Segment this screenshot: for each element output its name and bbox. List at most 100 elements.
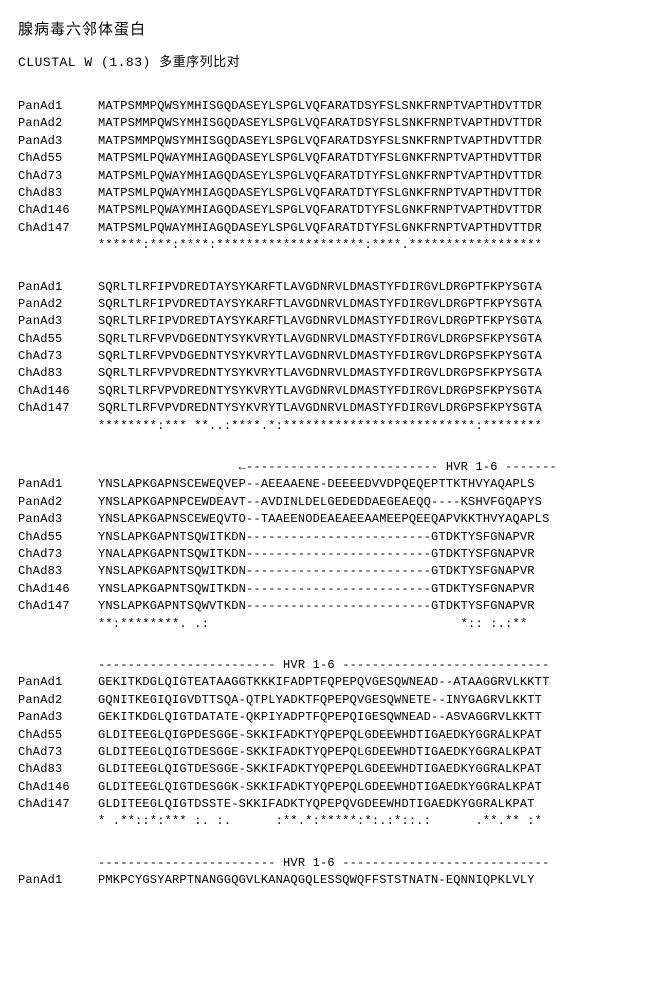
alignment-row: PanAd1SQRLTLRFIPVDREDTAYSYKARFTLAVGDNRVL…: [18, 279, 628, 296]
alignment-row: ChAd73GLDITEEGLQIGTDESGGE-SKKIFADKTYQPEP…: [18, 744, 628, 761]
seq-data: SQRLTLRFIPVDREDTAYSYKARFTLAVGDNRVLDMASTY…: [98, 297, 542, 311]
consensus-data: ********:*** **..:****.*:***************…: [98, 419, 542, 433]
seq-label: PanAd2: [18, 692, 98, 709]
subtitle-row: CLUSTAL W (1.83) 多重序列比对: [18, 51, 628, 70]
seq-label: ChAd146: [18, 383, 98, 400]
alignment-block-5: ------------------------ HVR 1-6 -------…: [18, 855, 628, 890]
seq-data: GLDITEEGLQIGTDESGGE-SKKIFADKTYQPEPQLGDEE…: [98, 745, 542, 759]
seq-label: ChAd147: [18, 598, 98, 615]
alignment-row: PanAd2SQRLTLRFIPVDREDTAYSYKARFTLAVGDNRVL…: [18, 296, 628, 313]
seq-data: YNSLAPKGAPNTSQWITKDN--------------------…: [98, 530, 535, 544]
seq-data: GLDITEEGLQIGPDESGGE-SKKIFADKTYQPEPQLGDEE…: [98, 728, 542, 742]
consensus-row: **:********. .: *:: :.:**: [18, 616, 628, 633]
region-marker-hvr: ------------------------ HVR 1-6 -------…: [18, 855, 628, 872]
consensus-row: ******:***:****:********************:***…: [18, 237, 628, 254]
seq-label: ChAd83: [18, 185, 98, 202]
seq-data: MATPSMLPQWAYMHIAGQDASEYLSPGLVQFARATDTYFS…: [98, 169, 542, 183]
seq-data: SQRLTLRFVPVDREDNTYSYKVRYTLAVGDNRVLDMASTY…: [98, 401, 542, 415]
seq-label: ChAd83: [18, 365, 98, 382]
consensus-row: ********:*** **..:****.*:***************…: [18, 418, 628, 435]
consensus-data: ******:***:****:********************:***…: [98, 238, 542, 252]
alignment-row: ChAd55YNSLAPKGAPNTSQWITKDN--------------…: [18, 529, 628, 546]
seq-data: SQRLTLRFIPVDREDTAYSYKARFTLAVGDNRVLDMASTY…: [98, 314, 542, 328]
seq-data: YNSLAPKGAPNTSQWITKDN--------------------…: [98, 564, 535, 578]
seq-label: ChAd55: [18, 150, 98, 167]
alignment-row: ChAd146MATPSMLPQWAYMHIAGQDASEYLSPGLVQFAR…: [18, 202, 628, 219]
marker-text: ------------------------ HVR 1-6 -------…: [98, 856, 549, 870]
alignment-row: PanAd3GEKITKDGLQIGTDATATE-QKPIYADPTFQPEP…: [18, 709, 628, 726]
alignment-row: ChAd147GLDITEEGLQIGTDSSTE-SKKIFADKTYQPEP…: [18, 796, 628, 813]
seq-data: MATPSMMPQWSYMHISGQDASEYLSPGLVQFARATDSYFS…: [98, 99, 542, 113]
alignment-block-1: PanAd1MATPSMMPQWSYMHISGQDASEYLSPGLVQFARA…: [18, 98, 628, 255]
alignment-row: PanAd3SQRLTLRFIPVDREDTAYSYKARFTLAVGDNRVL…: [18, 313, 628, 330]
marker-text: ------------------------ HVR 1-6 -------…: [98, 658, 549, 672]
alignment-row: ChAd73MATPSMLPQWAYMHIAGQDASEYLSPGLVQFARA…: [18, 168, 628, 185]
seq-data: MATPSMLPQWAYMHIAGQDASEYLSPGLVQFARATDTYFS…: [98, 186, 542, 200]
seq-label: PanAd1: [18, 98, 98, 115]
seq-data: YNSLAPKGAPNTSQWITKDN--------------------…: [98, 582, 535, 596]
seq-label: ChAd73: [18, 744, 98, 761]
alignment-row: ChAd147SQRLTLRFVPVDREDNTYSYKVRYTLAVGDNRV…: [18, 400, 628, 417]
seq-data: SQRLTLRFVPVDREDNTYSYKVRYTLAVGDNRVLDMASTY…: [98, 366, 542, 380]
page-title-cn: 腺病毒六邻体蛋白: [18, 18, 628, 39]
alignment-row: ChAd55MATPSMLPQWAYMHIAGQDASEYLSPGLVQFARA…: [18, 150, 628, 167]
seq-data: MATPSMLPQWAYMHIAGQDASEYLSPGLVQFARATDTYFS…: [98, 151, 542, 165]
seq-label: ChAd83: [18, 563, 98, 580]
seq-label: ChAd73: [18, 348, 98, 365]
seq-label: ChAd55: [18, 331, 98, 348]
consensus-row: * .**::*:*** :. :. :**.*:*****:*:.:*::.:…: [18, 813, 628, 830]
alignment-row: PanAd3YNSLAPKGAPNSCEWEQVTO--TAAEENODEAEA…: [18, 511, 628, 528]
seq-label: PanAd1: [18, 279, 98, 296]
seq-data: MATPSMLPQWAYMHIAGQDASEYLSPGLVQFARATDTYFS…: [98, 203, 542, 217]
seq-label: PanAd1: [18, 872, 98, 889]
alignment-row: ChAd55SQRLTLRFVPVDGEDNTYSYKVRYTLAVGDNRVL…: [18, 331, 628, 348]
alignment-row: PanAd1GEKITKDGLQIGTEATAAGGTKKKIFADPTFQPE…: [18, 674, 628, 691]
alignment-row: ChAd83YNSLAPKGAPNTSQWITKDN--------------…: [18, 563, 628, 580]
seq-label: PanAd1: [18, 476, 98, 493]
alignment-row: PanAd1YNSLAPKGAPNSCEWEQVEP--AEEAAENE-DEE…: [18, 476, 628, 493]
seq-data: MATPSMMPQWSYMHISGQDASEYLSPGLVQFARATDSYFS…: [98, 116, 542, 130]
seq-label: PanAd2: [18, 115, 98, 132]
alignment-row: ChAd83SQRLTLRFVPVDREDNTYSYKVRYTLAVGDNRVL…: [18, 365, 628, 382]
seq-label: ChAd147: [18, 220, 98, 237]
alignment-row: ChAd147YNSLAPKGAPNTSQWVTKDN-------------…: [18, 598, 628, 615]
seq-data: YNSLAPKGAPNSCEWEQVTO--TAAEENODEAEAEEAAME…: [98, 512, 549, 526]
seq-data: YNSLAPKGAPNPCEWDEAVT--AVDINLDELGEDEDDAEG…: [98, 495, 542, 509]
alignment-block-3: ←-------------------------- HVR 1-6 ----…: [18, 459, 628, 633]
alignment-row: PanAd3MATPSMMPQWSYMHISGQDASEYLSPGLVQFARA…: [18, 133, 628, 150]
seq-data: MATPSMLPQWAYMHIAGQDASEYLSPGLVQFARATDTYFS…: [98, 221, 542, 235]
marker-text: ←-------------------------- HVR 1-6 ----…: [98, 460, 557, 474]
alignment-row: ChAd83GLDITEEGLQIGTDESGGE-SKKIFADKTYQPEP…: [18, 761, 628, 778]
alignment-row: ChAd146GLDITEEGLQIGTDESGGK-SKKIFADKTYQPE…: [18, 779, 628, 796]
consensus-data: **:********. .: *:: :.:**: [98, 617, 535, 631]
alignment-row: ChAd146SQRLTLRFVPVDREDNTYSYKVRYTLAVGDNRV…: [18, 383, 628, 400]
alignment-row: PanAd2GQNITKEGIQIGVDTTSQA-QTPLYADKTFQPEP…: [18, 692, 628, 709]
alignment-row: PanAd2YNSLAPKGAPNPCEWDEAVT--AVDINLDELGED…: [18, 494, 628, 511]
seq-data: YNSLAPKGAPNSCEWEQVEP--AEEAAENE-DEEEEDVVD…: [98, 477, 535, 491]
seq-label: ChAd73: [18, 546, 98, 563]
alignment-row: PanAd2MATPSMMPQWSYMHISGQDASEYLSPGLVQFARA…: [18, 115, 628, 132]
seq-data: SQRLTLRFVPVDGEDNTYSYKVRYTLAVGDNRVLDMASTY…: [98, 332, 542, 346]
seq-label: ChAd146: [18, 581, 98, 598]
seq-data: YNSLAPKGAPNTSQWVTKDN--------------------…: [98, 599, 535, 613]
alignment-row: ChAd73SQRLTLRFVPVDGEDNTYSYKVRYTLAVGDNRVL…: [18, 348, 628, 365]
seq-data: MATPSMMPQWSYMHISGQDASEYLSPGLVQFARATDSYFS…: [98, 134, 542, 148]
seq-label: ChAd147: [18, 400, 98, 417]
alignment-row: ChAd83MATPSMLPQWAYMHIAGQDASEYLSPGLVQFARA…: [18, 185, 628, 202]
seq-label: PanAd2: [18, 296, 98, 313]
seq-data: GLDITEEGLQIGTDESGGK-SKKIFADKTYQPEPQLGDEE…: [98, 780, 542, 794]
seq-label: PanAd3: [18, 709, 98, 726]
seq-label: ChAd55: [18, 529, 98, 546]
seq-label: ChAd146: [18, 779, 98, 796]
seq-data: GEKITKDGLQIGTEATAAGGTKKKIFADPTFQPEPQVGES…: [98, 675, 549, 689]
alignment-row: PanAd1PMKPCYGSYARPTNANGGQGVLKANAQGQLESSQ…: [18, 872, 628, 889]
alignment-row: ChAd73YNALAPKGAPNTSQWITKDN--------------…: [18, 546, 628, 563]
region-marker-hvr: ←-------------------------- HVR 1-6 ----…: [18, 459, 628, 476]
subtitle-prefix: CLUSTAL W (1.83): [18, 55, 159, 70]
consensus-data: * .**::*:*** :. :. :**.*:*****:*:.:*::.:…: [98, 814, 542, 828]
seq-label: PanAd3: [18, 511, 98, 528]
seq-label: ChAd147: [18, 796, 98, 813]
alignment-block-4: ------------------------ HVR 1-6 -------…: [18, 657, 628, 831]
seq-data: GLDITEEGLQIGTDSSTE-SKKIFADKTYQPEPQVGDEEW…: [98, 797, 535, 811]
seq-data: SQRLTLRFVPVDGEDNTYSYKVRYTLAVGDNRVLDMASTY…: [98, 349, 542, 363]
